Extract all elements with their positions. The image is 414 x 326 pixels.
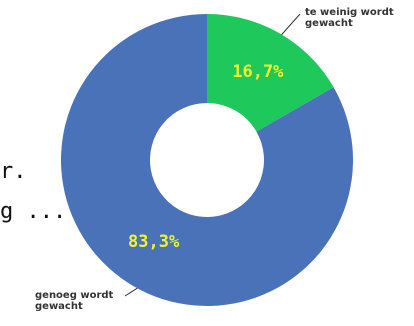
donut-slice: [207, 14, 334, 132]
category-label: te weinig wordt gewacht: [305, 7, 394, 29]
donut-slice: [61, 14, 354, 306]
text-fragment: g ...: [0, 199, 66, 224]
value-label: 83,3%: [128, 232, 180, 252]
value-label: 16,7%: [232, 62, 284, 82]
category-label: genoeg wordt gewacht: [35, 290, 114, 312]
text-fragment: r.: [0, 159, 27, 184]
